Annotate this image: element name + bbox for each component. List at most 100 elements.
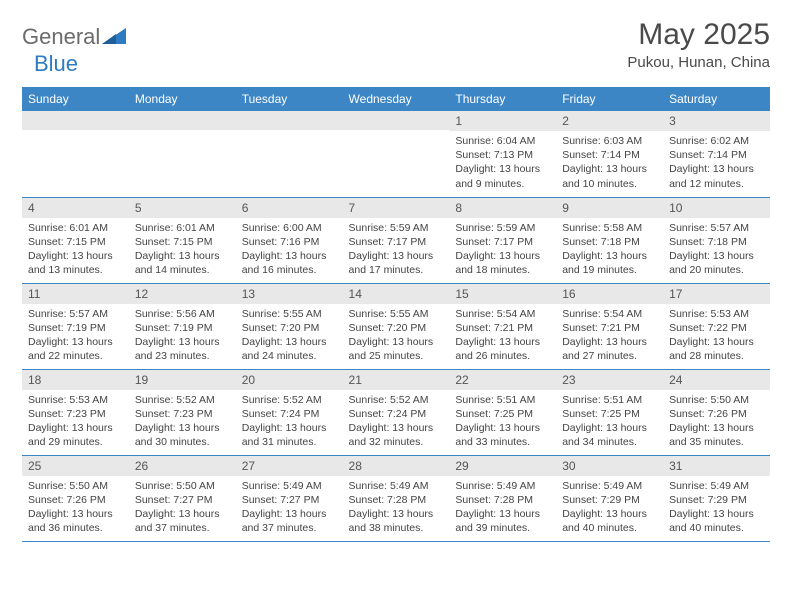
month-title: May 2025: [627, 18, 770, 52]
calendar-day-cell: 19Sunrise: 5:52 AMSunset: 7:23 PMDayligh…: [129, 369, 236, 455]
day-details: Sunrise: 5:58 AMSunset: 7:18 PMDaylight:…: [556, 218, 663, 282]
sunset-text: Sunset: 7:14 PM: [669, 148, 764, 162]
sunset-text: Sunset: 7:29 PM: [669, 493, 764, 507]
day-number: 24: [663, 370, 770, 390]
daylight-text: Daylight: 13 hours and 24 minutes.: [242, 335, 337, 363]
sunrise-text: Sunrise: 5:49 AM: [242, 479, 337, 493]
day-number: 8: [449, 198, 556, 218]
day-number: 27: [236, 456, 343, 476]
sunrise-text: Sunrise: 5:57 AM: [28, 307, 123, 321]
day-details: Sunrise: 5:55 AMSunset: 7:20 PMDaylight:…: [236, 304, 343, 368]
sunset-text: Sunset: 7:20 PM: [349, 321, 444, 335]
day-details: Sunrise: 6:04 AMSunset: 7:13 PMDaylight:…: [449, 131, 556, 195]
daylight-text: Daylight: 13 hours and 29 minutes.: [28, 421, 123, 449]
day-number: 25: [22, 456, 129, 476]
weekday-header: Thursday: [449, 87, 556, 111]
sunset-text: Sunset: 7:15 PM: [135, 235, 230, 249]
day-number: 19: [129, 370, 236, 390]
daylight-text: Daylight: 13 hours and 35 minutes.: [669, 421, 764, 449]
calendar-day-cell: 16Sunrise: 5:54 AMSunset: 7:21 PMDayligh…: [556, 283, 663, 369]
daylight-text: Daylight: 13 hours and 14 minutes.: [135, 249, 230, 277]
daylight-text: Daylight: 13 hours and 27 minutes.: [562, 335, 657, 363]
calendar-day-cell: 10Sunrise: 5:57 AMSunset: 7:18 PMDayligh…: [663, 197, 770, 283]
day-details: Sunrise: 5:51 AMSunset: 7:25 PMDaylight:…: [556, 390, 663, 454]
sunrise-text: Sunrise: 5:59 AM: [349, 221, 444, 235]
sunset-text: Sunset: 7:22 PM: [669, 321, 764, 335]
weekday-header: Monday: [129, 87, 236, 111]
day-number: 11: [22, 284, 129, 304]
day-details: Sunrise: 6:01 AMSunset: 7:15 PMDaylight:…: [22, 218, 129, 282]
weekday-header: Wednesday: [343, 87, 450, 111]
calendar-day-cell: 11Sunrise: 5:57 AMSunset: 7:19 PMDayligh…: [22, 283, 129, 369]
daylight-text: Daylight: 13 hours and 36 minutes.: [28, 507, 123, 535]
calendar-day-cell: 30Sunrise: 5:49 AMSunset: 7:29 PMDayligh…: [556, 455, 663, 541]
calendar-day-cell: 17Sunrise: 5:53 AMSunset: 7:22 PMDayligh…: [663, 283, 770, 369]
daylight-text: Daylight: 13 hours and 40 minutes.: [562, 507, 657, 535]
daylight-text: Daylight: 13 hours and 17 minutes.: [349, 249, 444, 277]
sunrise-text: Sunrise: 6:04 AM: [455, 134, 550, 148]
sunrise-text: Sunrise: 5:55 AM: [242, 307, 337, 321]
daylight-text: Daylight: 13 hours and 22 minutes.: [28, 335, 123, 363]
weekday-header: Saturday: [663, 87, 770, 111]
sunrise-text: Sunrise: 5:58 AM: [562, 221, 657, 235]
calendar-day-cell: 7Sunrise: 5:59 AMSunset: 7:17 PMDaylight…: [343, 197, 450, 283]
calendar-day-cell: 31Sunrise: 5:49 AMSunset: 7:29 PMDayligh…: [663, 455, 770, 541]
sunrise-text: Sunrise: 5:56 AM: [135, 307, 230, 321]
day-details: Sunrise: 5:52 AMSunset: 7:23 PMDaylight:…: [129, 390, 236, 454]
day-number: 21: [343, 370, 450, 390]
sunset-text: Sunset: 7:28 PM: [349, 493, 444, 507]
daylight-text: Daylight: 13 hours and 9 minutes.: [455, 162, 550, 190]
sunset-text: Sunset: 7:21 PM: [455, 321, 550, 335]
sunset-text: Sunset: 7:16 PM: [242, 235, 337, 249]
day-details: Sunrise: 5:49 AMSunset: 7:28 PMDaylight:…: [343, 476, 450, 540]
sunset-text: Sunset: 7:18 PM: [562, 235, 657, 249]
sunrise-text: Sunrise: 5:50 AM: [669, 393, 764, 407]
calendar-day-cell: 9Sunrise: 5:58 AMSunset: 7:18 PMDaylight…: [556, 197, 663, 283]
day-number: 13: [236, 284, 343, 304]
daylight-text: Daylight: 13 hours and 39 minutes.: [455, 507, 550, 535]
day-details: Sunrise: 5:56 AMSunset: 7:19 PMDaylight:…: [129, 304, 236, 368]
calendar-day-cell: 20Sunrise: 5:52 AMSunset: 7:24 PMDayligh…: [236, 369, 343, 455]
day-number: 4: [22, 198, 129, 218]
daylight-text: Daylight: 13 hours and 28 minutes.: [669, 335, 764, 363]
calendar-week-row: 18Sunrise: 5:53 AMSunset: 7:23 PMDayligh…: [22, 369, 770, 455]
day-number: 20: [236, 370, 343, 390]
calendar-day-cell: [22, 111, 129, 197]
calendar-day-cell: 22Sunrise: 5:51 AMSunset: 7:25 PMDayligh…: [449, 369, 556, 455]
calendar-day-cell: 24Sunrise: 5:50 AMSunset: 7:26 PMDayligh…: [663, 369, 770, 455]
daylight-text: Daylight: 13 hours and 33 minutes.: [455, 421, 550, 449]
sunrise-text: Sunrise: 5:52 AM: [135, 393, 230, 407]
daylight-text: Daylight: 13 hours and 12 minutes.: [669, 162, 764, 190]
calendar-day-cell: 12Sunrise: 5:56 AMSunset: 7:19 PMDayligh…: [129, 283, 236, 369]
calendar-day-cell: 14Sunrise: 5:55 AMSunset: 7:20 PMDayligh…: [343, 283, 450, 369]
sunset-text: Sunset: 7:29 PM: [562, 493, 657, 507]
sunset-text: Sunset: 7:24 PM: [242, 407, 337, 421]
sunset-text: Sunset: 7:18 PM: [669, 235, 764, 249]
calendar-table: Sunday Monday Tuesday Wednesday Thursday…: [22, 87, 770, 542]
daylight-text: Daylight: 13 hours and 23 minutes.: [135, 335, 230, 363]
sunrise-text: Sunrise: 5:51 AM: [455, 393, 550, 407]
daylight-text: Daylight: 13 hours and 32 minutes.: [349, 421, 444, 449]
day-number: 9: [556, 198, 663, 218]
sunset-text: Sunset: 7:27 PM: [135, 493, 230, 507]
day-number: 31: [663, 456, 770, 476]
day-details: Sunrise: 5:52 AMSunset: 7:24 PMDaylight:…: [236, 390, 343, 454]
sunset-text: Sunset: 7:17 PM: [455, 235, 550, 249]
daylight-text: Daylight: 13 hours and 18 minutes.: [455, 249, 550, 277]
sunset-text: Sunset: 7:13 PM: [455, 148, 550, 162]
day-details: Sunrise: 5:50 AMSunset: 7:27 PMDaylight:…: [129, 476, 236, 540]
calendar-day-cell: 27Sunrise: 5:49 AMSunset: 7:27 PMDayligh…: [236, 455, 343, 541]
calendar-page: General May 2025 Pukou, Hunan, China Blu…: [0, 0, 792, 552]
sunrise-text: Sunrise: 5:53 AM: [669, 307, 764, 321]
sunrise-text: Sunrise: 5:54 AM: [562, 307, 657, 321]
brand-triangle-icon: [102, 26, 126, 49]
calendar-day-cell: 18Sunrise: 5:53 AMSunset: 7:23 PMDayligh…: [22, 369, 129, 455]
day-number: 2: [556, 111, 663, 131]
daylight-text: Daylight: 13 hours and 40 minutes.: [669, 507, 764, 535]
day-details: Sunrise: 5:50 AMSunset: 7:26 PMDaylight:…: [663, 390, 770, 454]
day-details: Sunrise: 5:59 AMSunset: 7:17 PMDaylight:…: [343, 218, 450, 282]
sunrise-text: Sunrise: 6:01 AM: [28, 221, 123, 235]
daylight-text: Daylight: 13 hours and 34 minutes.: [562, 421, 657, 449]
day-details: Sunrise: 6:02 AMSunset: 7:14 PMDaylight:…: [663, 131, 770, 195]
sunrise-text: Sunrise: 5:57 AM: [669, 221, 764, 235]
